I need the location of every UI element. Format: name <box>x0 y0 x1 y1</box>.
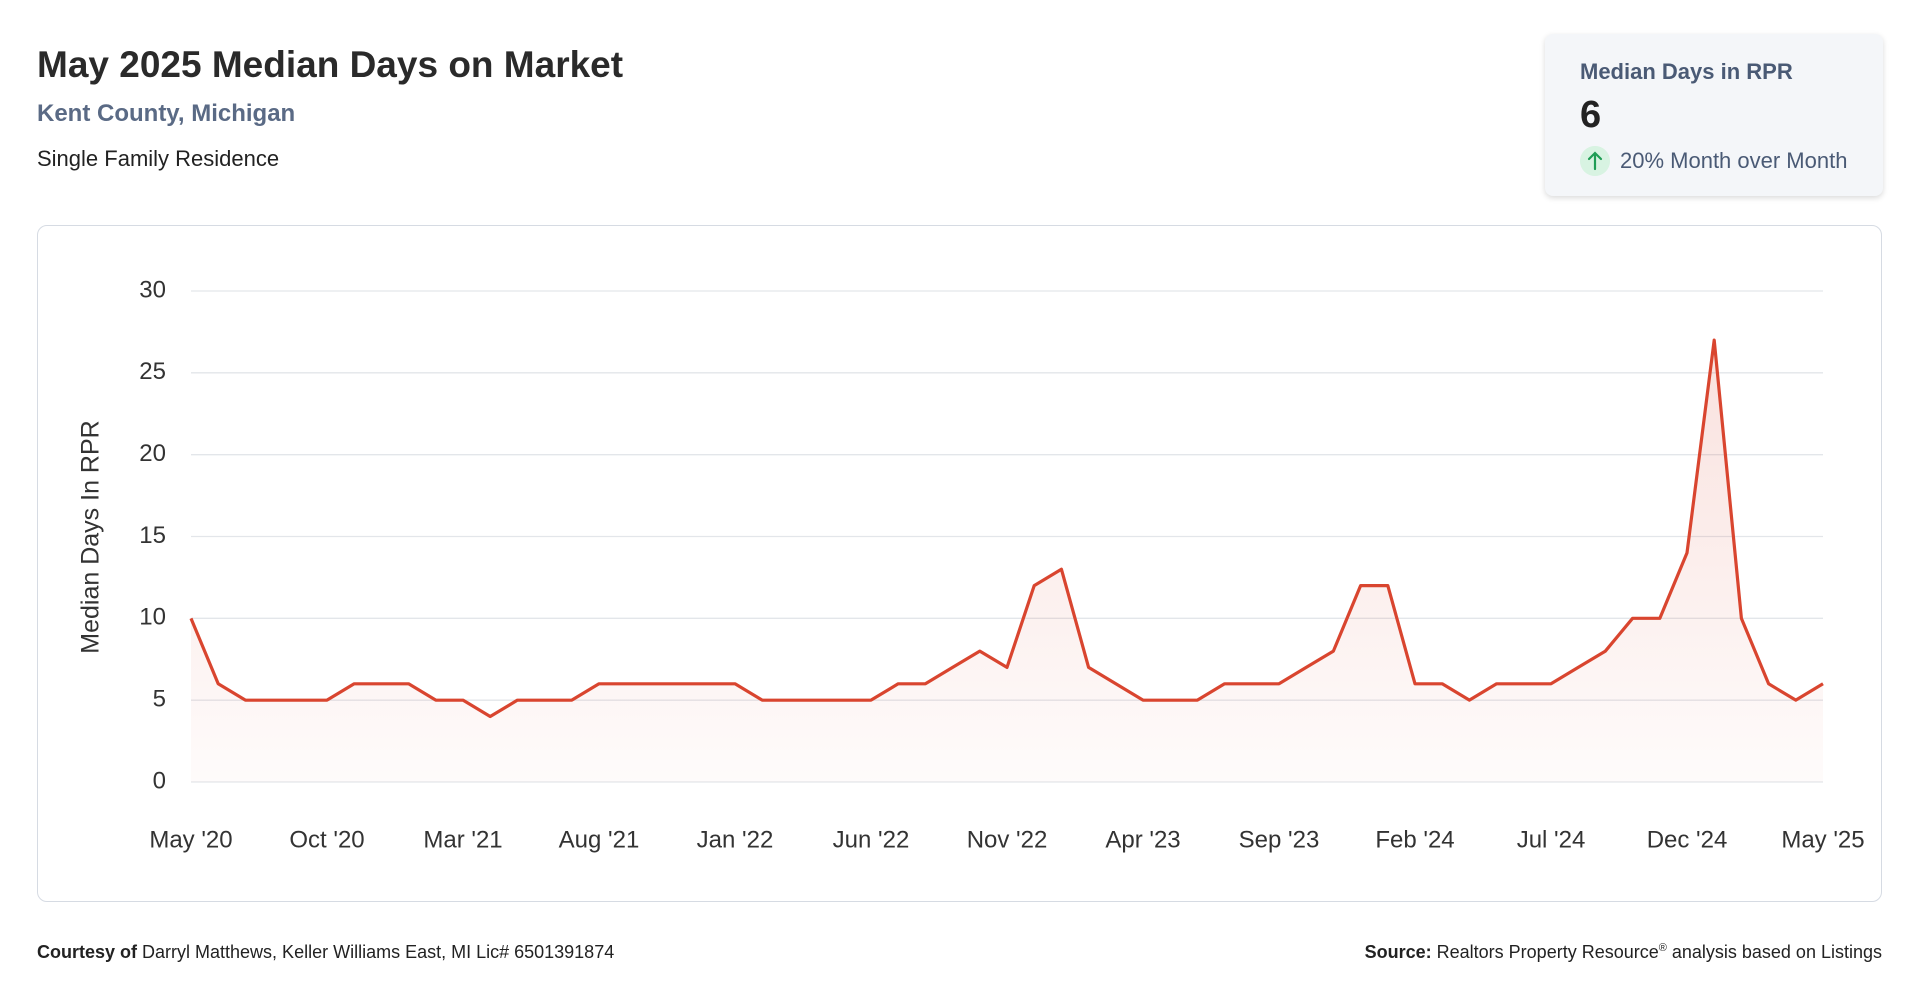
courtesy-text: Darryl Matthews, Keller Williams East, M… <box>142 942 615 962</box>
y-tick-label: 0 <box>153 767 166 794</box>
subtitle: Kent County, Michigan <box>37 100 296 127</box>
source-suffix: analysis based on Listings <box>1671 942 1882 962</box>
y-tick-label: 25 <box>139 358 166 385</box>
source-label: Source: <box>1364 942 1432 962</box>
title: May 2025 Median Days on Market <box>37 44 624 85</box>
card-title: Median Days in RPR <box>1580 59 1793 84</box>
x-tick-label: Mar '21 <box>423 826 502 853</box>
line <box>189 338 1824 719</box>
x-tick-label: Oct '20 <box>289 826 364 853</box>
chart: Median Days In RPR 0 5 10 15 20 25 30 May '20 Oc… <box>77 276 1865 853</box>
card-change: 20% Month over Month <box>1620 148 1848 173</box>
x-tick-label: Jul '24 <box>1517 826 1586 853</box>
courtesy-label: Courtesy of <box>37 942 138 962</box>
source-sup: ® <box>1658 942 1667 954</box>
y-tick-label: 5 <box>153 686 166 713</box>
x-tick-label: Jun '22 <box>833 826 910 853</box>
y-tick-label: 15 <box>139 522 166 549</box>
y-tick-label: 30 <box>139 276 166 303</box>
summary-card: Median Days in RPR 6 20% Month over Mont… <box>1545 34 1883 196</box>
x-tick-label: Aug '21 <box>559 826 640 853</box>
footer-courtesy: Courtesy of Darryl Matthews, Keller Will… <box>37 942 614 963</box>
property-type: Single Family Residence <box>37 146 280 171</box>
x-tick-label: Nov '22 <box>967 826 1048 853</box>
footer-source: Source: Realtors Property Resource® anal… <box>1365 942 1882 963</box>
x-tick-label: May '25 <box>1781 826 1864 853</box>
x-tick-label: Sep '23 <box>1239 826 1320 853</box>
x-tick-label: Jan '22 <box>697 826 774 853</box>
chart-panel: Median Days In RPR 0 5 10 15 20 25 30 May '20 Oc… <box>37 225 1882 902</box>
card-value: 6 <box>1580 94 1602 136</box>
source-text: Realtors Property Resource <box>1436 942 1659 962</box>
area-shade <box>191 340 1823 782</box>
x-tick-label: May '20 <box>149 826 232 853</box>
x-tick-label: Apr '23 <box>1105 826 1180 853</box>
x-tick-label: Feb '24 <box>1375 826 1454 853</box>
y-tick-label: 10 <box>139 604 166 631</box>
card-change-row: 20% Month over Month <box>1580 146 1847 176</box>
y-tick-label: 20 <box>139 440 166 467</box>
x-tick-label: Dec '24 <box>1647 826 1728 853</box>
y-axis-title: Median Days In RPR <box>77 420 105 653</box>
up-arrow <box>1580 146 1610 176</box>
